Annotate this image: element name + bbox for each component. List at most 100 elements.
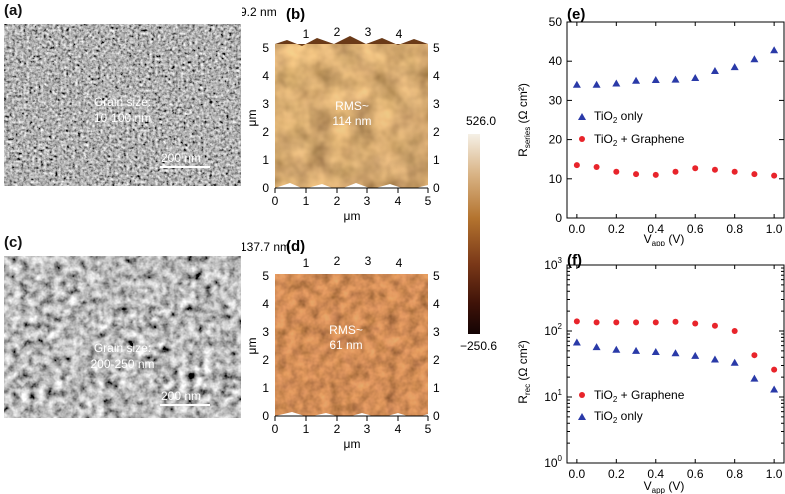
y-tick-right-b-0: 0	[433, 181, 440, 195]
colorbar: 526.0 −250.6	[460, 114, 497, 353]
afm-top-edge-b	[275, 36, 428, 46]
y-tick-b-4: 4	[262, 69, 269, 83]
chart-e: (e) 0.0 0.2 0.4 0.6 0.8 1.0 0 10 20 30 40 50 TiO2 o…	[516, 6, 785, 246]
ylabel-e: Rseries (Ω cm²)	[516, 83, 532, 157]
y-tick-right-d-5: 5	[433, 269, 440, 283]
y-unit-b: μm	[245, 110, 259, 127]
data-point-b	[592, 343, 601, 351]
panel-label-b: (b)	[286, 6, 305, 23]
ylabel-f: Rrec (Ω cm²)	[516, 340, 532, 403]
y-tick-right-b-2: 2	[433, 125, 440, 139]
y-tick-label: 30	[549, 93, 563, 107]
afm-panel-b: 9.2 nm (b) RMS~ 114 nm 1 2 3 4 0 1 2 3 4…	[242, 5, 440, 223]
legend-e: TiO2 only TiO2 + Graphene	[578, 109, 685, 148]
panel-label-c: (c)	[4, 234, 23, 251]
y-tick-d-1: 1	[262, 381, 269, 395]
legend-text-graphene-f: TiO2 + Graphene	[594, 388, 685, 404]
data-point-a	[632, 76, 641, 84]
legend-f: TiO2 + Graphene TiO2 only	[578, 388, 685, 425]
top-tick-b-4: 4	[396, 27, 403, 41]
data-point-a	[633, 319, 640, 326]
rms-label-b-line2: 114 nm	[332, 114, 371, 128]
y-tick-d-0: 0	[262, 409, 269, 423]
x-tick-d-2: 2	[334, 422, 341, 436]
top-tick-b-1: 1	[303, 27, 310, 41]
data-point-a	[751, 352, 758, 359]
x-unit-b: μm	[344, 209, 361, 223]
y-tick-right-d-4: 4	[433, 297, 440, 311]
data-point-a	[770, 46, 779, 54]
data-point-b	[750, 374, 759, 382]
data-point-a	[750, 55, 759, 63]
grain-size-label-a: Grain size: 10-100 nm	[93, 95, 152, 125]
rms-label-d-line1: RMS~	[329, 323, 363, 337]
x-tick-b-3: 3	[364, 194, 371, 208]
top-tick-b-3: 3	[365, 25, 372, 39]
x-tick-b-5: 5	[425, 194, 432, 208]
data-point-a	[731, 328, 738, 334]
data-point-b	[730, 358, 739, 366]
data-point-b	[691, 351, 700, 359]
top-tick-d-1: 1	[303, 256, 310, 270]
y-tick-right-d-0: 0	[433, 409, 440, 423]
x-tick-label: 0.2	[608, 222, 625, 236]
x-unit-d: μm	[344, 437, 361, 451]
data-point-b	[633, 171, 640, 178]
scale-bar-c	[160, 404, 210, 406]
y-tick-right-b-3: 3	[433, 97, 440, 111]
y-tick-b-5: 5	[262, 41, 269, 55]
afm-surface-b	[275, 44, 428, 188]
x-tick-d-1: 1	[303, 422, 310, 436]
panel-label-a: (a)	[4, 2, 23, 19]
panel-label-d: (d)	[286, 238, 305, 255]
x-tick-label: 0.2	[608, 467, 625, 481]
data-point-a	[613, 319, 620, 326]
top-tick-b-2: 2	[334, 25, 341, 39]
top-tick-d-4: 4	[396, 256, 403, 270]
y-tick-label: 50	[549, 15, 563, 29]
panel-label-f: (f)	[567, 252, 582, 269]
xlabel-e: Vapp (V)	[644, 232, 685, 246]
y-tick-right-b-5: 5	[433, 41, 440, 55]
data-point-a	[612, 79, 621, 87]
data-point-b	[770, 385, 779, 393]
y-tick-label: 20	[549, 133, 563, 147]
x-tick-b-2: 2	[334, 194, 341, 208]
panel-label-e: (e)	[567, 6, 585, 23]
data-point-a	[671, 75, 680, 83]
data-point-b	[671, 349, 680, 357]
scale-bar-a	[160, 166, 210, 168]
data-point-a	[572, 80, 581, 88]
y-tick-right-d-3: 3	[433, 325, 440, 339]
data-marks-f	[572, 318, 779, 393]
legend-marker-tio2-only-e	[578, 113, 586, 120]
y-tick-d-3: 3	[262, 325, 269, 339]
legend-text-tio2-only-f: TiO2 only	[594, 409, 643, 425]
y-tick-label: 100	[544, 454, 562, 470]
x-tick-label: 0.4	[647, 222, 664, 236]
data-point-a	[651, 76, 660, 84]
y-tick-d-5: 5	[262, 269, 269, 283]
data-point-a	[730, 63, 739, 71]
height-max-d: 137.7 nm	[242, 240, 290, 254]
sem-image-c: Grain size: 200-250 nm 200 nm	[4, 256, 241, 418]
axis-ticks-e: 0.0 0.2 0.4 0.6 0.8 1.0 0 10 20 30 40 50	[549, 15, 784, 236]
y-tick-d-2: 2	[262, 353, 269, 367]
x-tick-b-4: 4	[395, 194, 402, 208]
y-tick-label: 0	[555, 211, 562, 225]
data-point-a	[573, 318, 580, 325]
y-tick-right-b-1: 1	[433, 153, 440, 167]
data-point-b	[613, 168, 620, 175]
data-point-a	[710, 67, 719, 74]
data-point-a	[652, 319, 659, 326]
chart-f: (f) 0.0 0.2 0.4 0.6 0.8 1.0 100 101 102 103 TiO2 …	[516, 252, 785, 494]
sem-texture-a	[4, 24, 241, 186]
x-tick-label: 1.0	[766, 467, 783, 481]
data-point-b	[651, 348, 660, 356]
y-tick-b-0: 0	[262, 181, 269, 195]
legend-marker-graphene-f	[579, 392, 585, 398]
y-tick-label: 101	[544, 388, 562, 404]
y-tick-d-4: 4	[262, 297, 269, 311]
colorbar-max-label: 526.0	[466, 114, 496, 128]
data-point-b	[710, 355, 719, 363]
